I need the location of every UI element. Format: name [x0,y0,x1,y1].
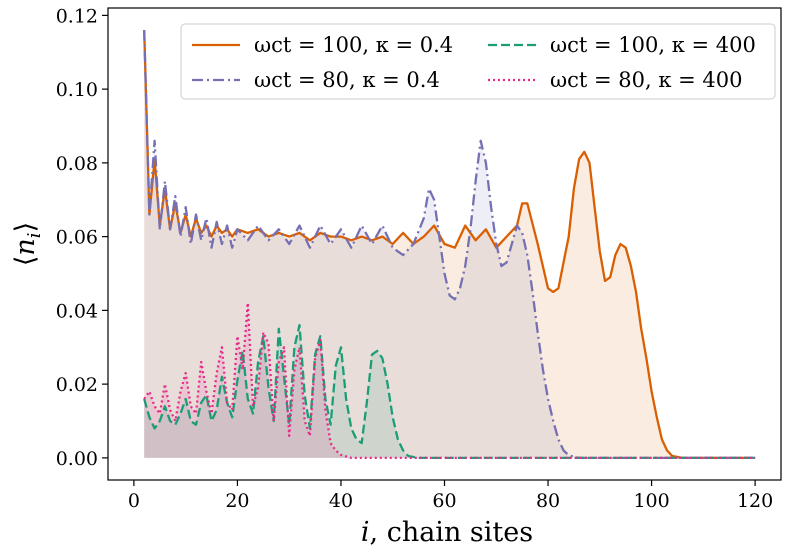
y-tick-label: 0.12 [56,5,98,27]
x-axis-label: i, chain sites [361,517,533,548]
x-tick-label: 120 [737,490,773,512]
legend: ωct = 100, κ = 0.4 ωct = 80, κ = 0.4 ωct =… [180,23,776,100]
y-tick-label: 0.10 [56,79,98,101]
x-tick-label: 60 [432,490,456,512]
x-tick-label: 100 [633,490,669,512]
series-fill-4 [144,303,756,458]
legend-label-3: ωct = 100, κ = 400 [550,33,756,57]
legend-label-4: ωct = 80, κ = 400 [550,68,743,92]
series-fill-1 [144,30,756,458]
x-axis: 0 20 40 60 80 100 120 [128,480,773,512]
y-axis-label: ⟨ni⟩ [10,222,45,266]
x-axis-label-rest: , chain sites [370,517,534,548]
y-tick-label: 0.02 [56,374,98,396]
y-tick-label: 0.04 [56,300,98,322]
legend-label-2: ωct = 80, κ = 0.4 [254,68,440,92]
x-tick-label: 0 [128,490,140,512]
y-tick-label: 0.06 [56,227,98,249]
x-tick-label: 80 [536,490,560,512]
series-fills [144,30,756,458]
y-tick-label: 0.00 [56,448,98,470]
y-tick-label: 0.08 [56,153,98,175]
x-tick-label: 20 [225,490,249,512]
x-tick-label: 40 [329,490,353,512]
y-axis: 0.00 0.02 0.04 0.06 0.08 0.10 0.12 [56,5,108,470]
series-fill-3 [144,325,756,458]
legend-label-1: ωct = 100, κ = 0.4 [254,33,453,57]
series-fill-2 [144,30,756,458]
legend-box [180,23,776,100]
series-lines [143,30,756,460]
